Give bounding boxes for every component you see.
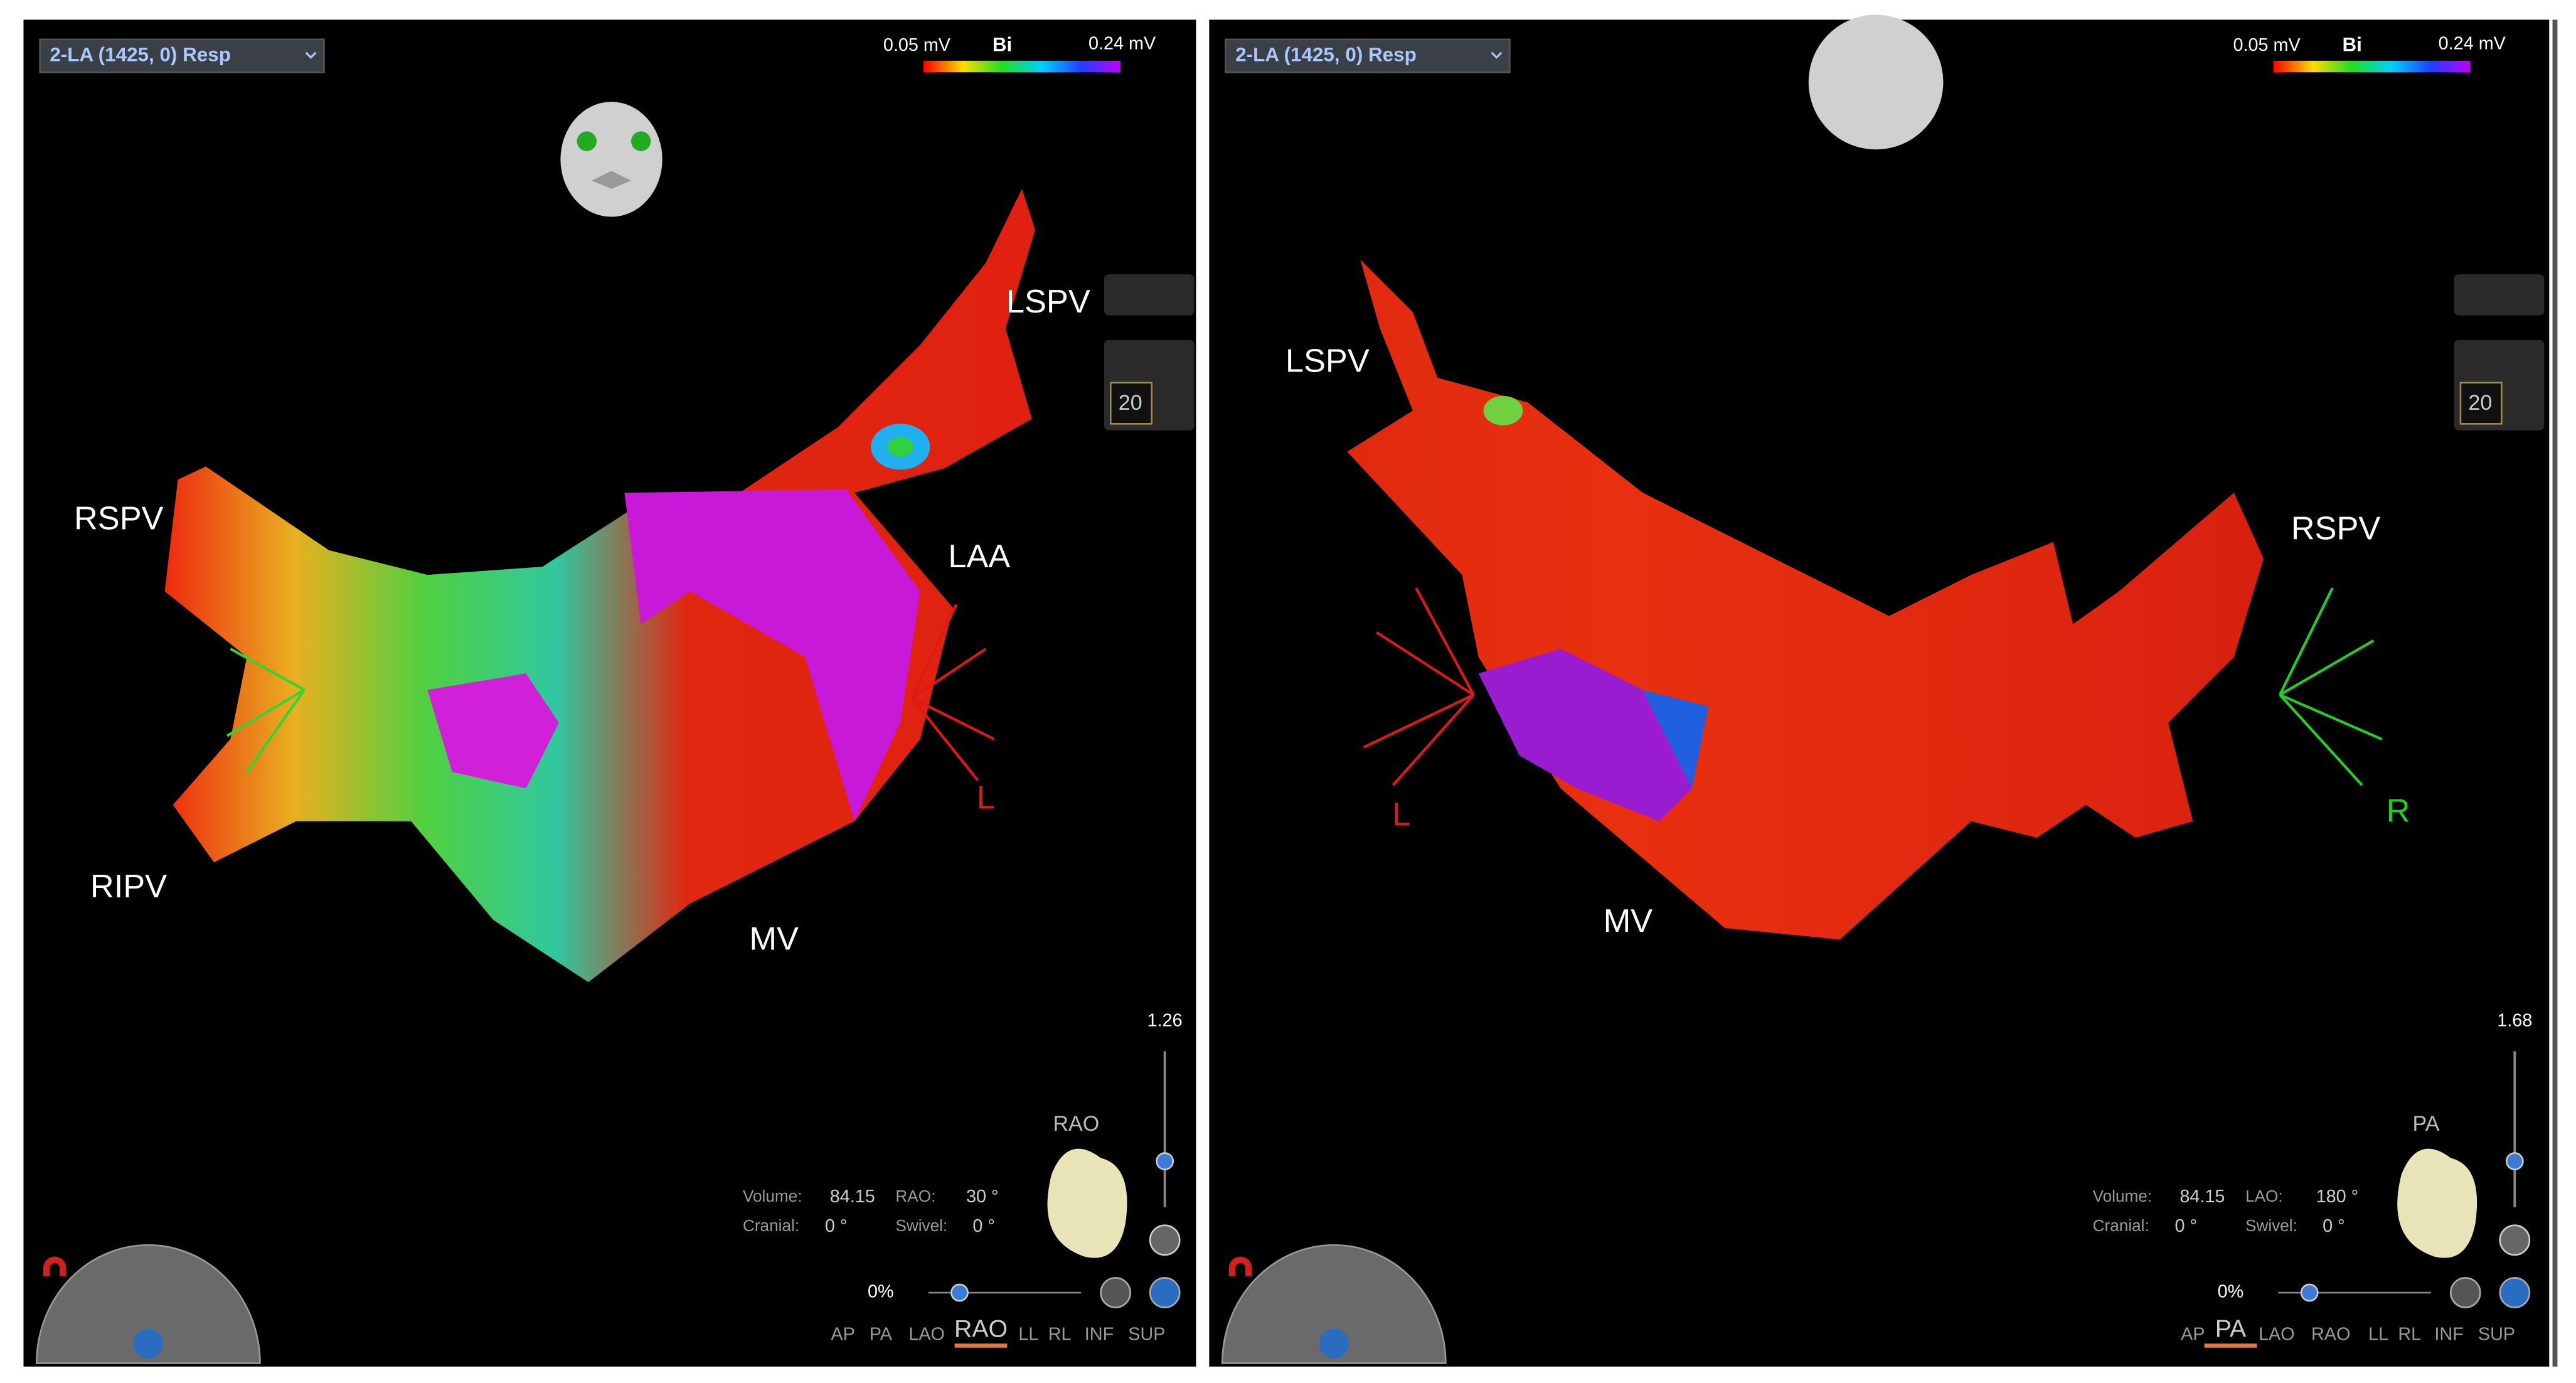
view-name: PA <box>2413 1112 2440 1136</box>
opacity-thumb[interactable] <box>2300 1283 2319 1302</box>
counter: 20 <box>1119 391 1142 415</box>
tool-wheel-center[interactable] <box>133 1328 163 1359</box>
magnet-icon[interactable] <box>43 1256 67 1276</box>
heart-model <box>1047 1148 1127 1258</box>
zoom-value: 1.68 <box>2497 1011 2532 1031</box>
counter-box <box>2459 382 2503 425</box>
color-scale-bar <box>923 60 1121 73</box>
info-volume: 84.15 <box>2179 1187 2225 1207</box>
view-button[interactable]: SUP <box>2478 1325 2515 1345</box>
tool-wheel[interactable] <box>1221 1244 1447 1364</box>
view-tool[interactable] <box>1100 1277 1132 1308</box>
scale-min: 0.05 mV <box>2233 35 2301 55</box>
anatomy-label: RSPV <box>74 501 164 537</box>
heart-model <box>2397 1148 2478 1258</box>
right-l-marker <box>1363 587 1475 786</box>
divider <box>2552 19 2558 1367</box>
view-button[interactable]: LL <box>1018 1325 1038 1345</box>
tool-wheel[interactable] <box>36 1244 261 1364</box>
info-swivel: 0 ° <box>972 1216 995 1236</box>
anatomy-label: LSPV <box>1285 343 1370 379</box>
view-button[interactable]: LL <box>2368 1325 2388 1345</box>
anatomy-label: L <box>1392 796 1410 833</box>
zoom-thumb[interactable] <box>1156 1152 1174 1171</box>
info-angle: 30 ° <box>966 1187 999 1207</box>
active-view-underline <box>954 1343 1008 1348</box>
anatomy-label: LSPV <box>1006 284 1090 320</box>
anatomy-label: LAA <box>948 538 1010 575</box>
anatomy-label: RIPV <box>90 868 167 905</box>
face-orientation-icon <box>560 102 663 217</box>
right-anatomy <box>1347 259 2264 940</box>
magnet-icon[interactable] <box>1228 1256 1252 1276</box>
view-button[interactable]: PA <box>2215 1315 2247 1343</box>
view-button[interactable]: LAO <box>908 1325 945 1345</box>
dropdown-text: 2-LA (1425, 0) Resp <box>1235 43 1417 65</box>
left-r-marker <box>226 648 306 773</box>
view-button[interactable]: RL <box>2398 1325 2421 1345</box>
view-button[interactable]: RL <box>1048 1325 1072 1345</box>
active-view-underline <box>2204 1343 2257 1348</box>
left-anatomy <box>164 189 1035 983</box>
info-angle-label: RAO: <box>895 1187 935 1205</box>
view-button[interactable]: INF <box>1085 1325 1114 1345</box>
anatomy-label: MV <box>749 921 799 958</box>
zoom-value: 1.26 <box>1147 1011 1183 1031</box>
percent: 0% <box>868 1282 894 1302</box>
dropdown-text: 2-LA (1425, 0) Resp <box>50 43 231 65</box>
info-cranial: 0 ° <box>825 1216 848 1236</box>
info-volume-label: Volume: <box>743 1187 802 1205</box>
anatomy-label: RSPV <box>2291 510 2381 547</box>
view-dropdown[interactable] <box>39 38 325 73</box>
view-name: RAO <box>1053 1112 1099 1136</box>
counter: 20 <box>2468 391 2492 415</box>
info-cranial-label: Cranial: <box>743 1216 799 1235</box>
view-button[interactable]: INF <box>2434 1325 2463 1345</box>
anatomy-label: R <box>2387 793 2410 830</box>
zoom-button[interactable] <box>2499 1224 2531 1256</box>
scale-mode: Bi <box>2342 34 2361 56</box>
view-button[interactable]: RAO <box>954 1315 1008 1343</box>
view-tool[interactable] <box>2449 1277 2481 1308</box>
opacity-thumb[interactable] <box>950 1283 969 1302</box>
anatomy-label: L <box>977 780 995 816</box>
left-l-marker <box>910 604 995 781</box>
view-dropdown[interactable] <box>1225 38 1511 73</box>
info-angle-label: LAO: <box>2245 1187 2283 1205</box>
scale-max: 0.24 mV <box>2439 33 2506 53</box>
orientation-sphere <box>1808 14 1944 150</box>
dropdown-arrow <box>1491 51 1503 59</box>
percent: 0% <box>2218 1282 2244 1302</box>
zoom-button[interactable] <box>1149 1224 1181 1256</box>
info-cranial: 0 ° <box>2174 1216 2197 1236</box>
info-volume-label: Volume: <box>2093 1187 2153 1205</box>
view-tool[interactable] <box>1149 1277 1181 1308</box>
info-swivel-label: Swivel: <box>2245 1216 2297 1235</box>
map-tool-button[interactable] <box>1104 274 1195 316</box>
right-r-marker <box>2279 587 2383 786</box>
info-swivel: 0 ° <box>2323 1216 2345 1236</box>
tool-wheel-center[interactable] <box>1319 1328 1349 1359</box>
anatomy-label: MV <box>1604 903 1653 939</box>
dropdown-arrow <box>305 51 317 59</box>
view-button[interactable]: PA <box>870 1325 893 1345</box>
info-swivel-label: Swivel: <box>895 1216 947 1235</box>
view-button[interactable]: SUP <box>1128 1325 1165 1345</box>
info-volume: 84.15 <box>830 1187 875 1207</box>
map-tool-button[interactable] <box>2454 274 2545 316</box>
counter-box <box>1109 382 1153 425</box>
view-button[interactable]: LAO <box>2259 1325 2295 1345</box>
info-angle: 180 ° <box>2316 1187 2359 1207</box>
view-button[interactable]: AP <box>831 1325 854 1345</box>
info-cranial-label: Cranial: <box>2093 1216 2149 1235</box>
scale-min: 0.05 mV <box>883 35 951 55</box>
scale-mode: Bi <box>993 34 1012 56</box>
view-tool[interactable] <box>2499 1277 2531 1308</box>
color-scale-bar <box>2273 60 2471 73</box>
zoom-thumb[interactable] <box>2505 1152 2524 1171</box>
view-button[interactable]: AP <box>2181 1325 2205 1345</box>
scale-max: 0.24 mV <box>1088 33 1156 53</box>
view-button[interactable]: RAO <box>2311 1325 2350 1345</box>
